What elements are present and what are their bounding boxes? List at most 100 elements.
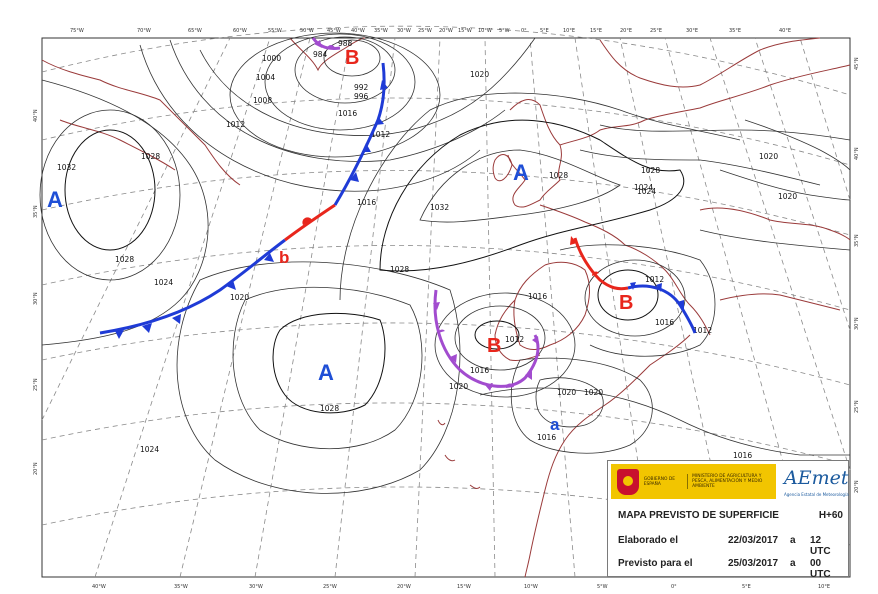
elaborated-time: 12 UTC — [810, 535, 831, 557]
isobar-label: 992 — [354, 83, 369, 92]
lat-label-right: 25°N — [854, 400, 860, 413]
isobar-label: 1016 — [528, 292, 547, 301]
lon-label-top: 70°W — [137, 28, 151, 34]
forecast-lead-time: H+60 — [818, 510, 843, 521]
isobar-label: 1020 — [584, 388, 603, 397]
aemet-tagline: Agencia Estatal de Meteorología — [784, 492, 849, 497]
isobar-label: 1020 — [449, 382, 468, 391]
isobars — [39, 32, 851, 494]
coastlines — [41, 37, 851, 578]
lon-label-top: 25°E — [650, 28, 662, 34]
isobar-label: 1020 — [778, 192, 797, 201]
lon-label-top: 0° — [521, 28, 527, 34]
isobar-label: 1012 — [371, 130, 390, 139]
logo-band: GOBIERNO DE ESPAÑA MINISTERIO DE AGRICUL… — [608, 461, 849, 503]
lon-label-top: 20°W — [439, 28, 453, 34]
government-banner: GOBIERNO DE ESPAÑA MINISTERIO DE AGRICUL… — [611, 464, 776, 499]
lon-label-top: 25°W — [418, 28, 432, 34]
lon-label-top: 55°W — [268, 28, 282, 34]
valid-time: 00 UTC — [810, 558, 831, 580]
isobar-label: 1024 — [634, 183, 653, 192]
elaborated-a: a — [790, 535, 796, 546]
low-center-label: B — [619, 292, 633, 314]
lon-label-bottom: 35°W — [174, 584, 188, 590]
lat-label-left: 25°N — [33, 378, 39, 391]
lon-label-bottom: 5°E — [742, 584, 751, 590]
lat-label-right: 20°N — [854, 480, 860, 493]
aemet-wordmark: AEmet — [784, 467, 849, 489]
lat-label-left: 40°N — [33, 109, 39, 122]
aemet-logo: AEmet Agencia Estatal de Meteorología — [782, 467, 849, 501]
low-center-label: B — [345, 47, 359, 69]
coat-of-arms-icon — [617, 468, 639, 495]
lon-label-top: 75°W — [70, 28, 84, 34]
isobar-label: 1004 — [256, 73, 275, 82]
occluded-front — [311, 37, 341, 50]
isobar-label: 1016 — [338, 109, 357, 118]
high-center-label: A — [318, 360, 334, 385]
isobar-label: 988 — [338, 39, 353, 48]
lon-label-bottom: 15°W — [457, 584, 471, 590]
lon-label-top: 60°W — [233, 28, 247, 34]
isobar-label: 1024 — [140, 445, 159, 454]
secondary-high-label: a — [550, 415, 560, 434]
isobar-label: 1020 — [470, 70, 489, 79]
isobar-label: 1024 — [154, 278, 173, 287]
lon-label-top: 15°E — [590, 28, 602, 34]
ministry-name: MINISTERIO DE AGRICULTURA Y PESCA, ALIME… — [687, 474, 776, 489]
isobar-labels: 1028 1032 1028 1024 1020 1016 1012 1008 … — [57, 39, 797, 460]
elaborated-label: Elaborado el — [618, 535, 679, 546]
lon-label-top: 50°W — [300, 28, 314, 34]
lon-label-top: 35°E — [729, 28, 741, 34]
lon-label-bottom: 20°W — [397, 584, 411, 590]
low-center-label: B — [487, 335, 501, 357]
lon-label-top: 40°E — [779, 28, 791, 34]
isobar-label: 1020 — [230, 293, 249, 302]
lat-label-left: 20°N — [33, 462, 39, 475]
lon-label-top: 20°E — [620, 28, 632, 34]
isobar-label: 1028 — [115, 255, 134, 264]
isobar-label: 1028 — [641, 166, 660, 175]
isobar-label: 1012 — [693, 326, 712, 335]
lon-label-bottom: 0° — [671, 584, 677, 590]
lon-label-top: 30°E — [686, 28, 698, 34]
map-title: MAPA PREVISTO DE SUPERFICIE — [618, 510, 779, 521]
isobar-label: 1020 — [759, 152, 778, 161]
lon-label-top: 5°E — [540, 28, 549, 34]
lon-label-bottom: 25°W — [323, 584, 337, 590]
isobar-label: 984 — [313, 50, 328, 59]
isobar-label: 1028 — [390, 265, 409, 274]
lon-label-top: 30°W — [397, 28, 411, 34]
isobar-label: 1012 — [645, 275, 664, 284]
lon-label-top: 35°W — [374, 28, 388, 34]
isobar-label: 1024 — [637, 187, 656, 196]
elaborated-date: 22/03/2017 — [728, 535, 779, 546]
lon-label-top: 5°W — [499, 28, 510, 34]
isobar-label: 1016 — [470, 366, 489, 375]
lon-label-top: 45°W — [327, 28, 341, 34]
warm-front — [284, 203, 336, 242]
lon-label-top: 40°W — [351, 28, 365, 34]
isobar-label: 1016 — [733, 451, 752, 460]
lat-label-left: 35°N — [33, 205, 39, 218]
isobar-label: 1012 — [226, 120, 245, 129]
lon-label-bottom: 40°W — [92, 584, 106, 590]
warm-front — [573, 237, 629, 291]
isobar-label: 996 — [354, 92, 369, 101]
isobar-label: 1028 — [320, 404, 339, 413]
occluded-front — [433, 289, 540, 388]
lat-label-right: 40°N — [854, 147, 860, 160]
pressure-centers: A A A B B B b a — [47, 47, 633, 434]
lat-label-right: 45°N — [854, 57, 860, 70]
axis-ticks: 75°W 70°W 65°W 60°W 55°W 50°W 45°W 40°W … — [33, 28, 860, 590]
front-symbols — [115, 40, 684, 391]
lat-label-right: 30°N — [854, 317, 860, 330]
lon-label-top: 10°W — [478, 28, 492, 34]
isobar-label: 1032 — [57, 163, 76, 172]
lon-label-top: 65°W — [188, 28, 202, 34]
valid-a: a — [790, 558, 796, 569]
isobar-label: 1008 — [253, 96, 272, 105]
government-name: GOBIERNO DE ESPAÑA — [643, 476, 675, 487]
valid-date: 25/03/2017 — [728, 558, 779, 569]
